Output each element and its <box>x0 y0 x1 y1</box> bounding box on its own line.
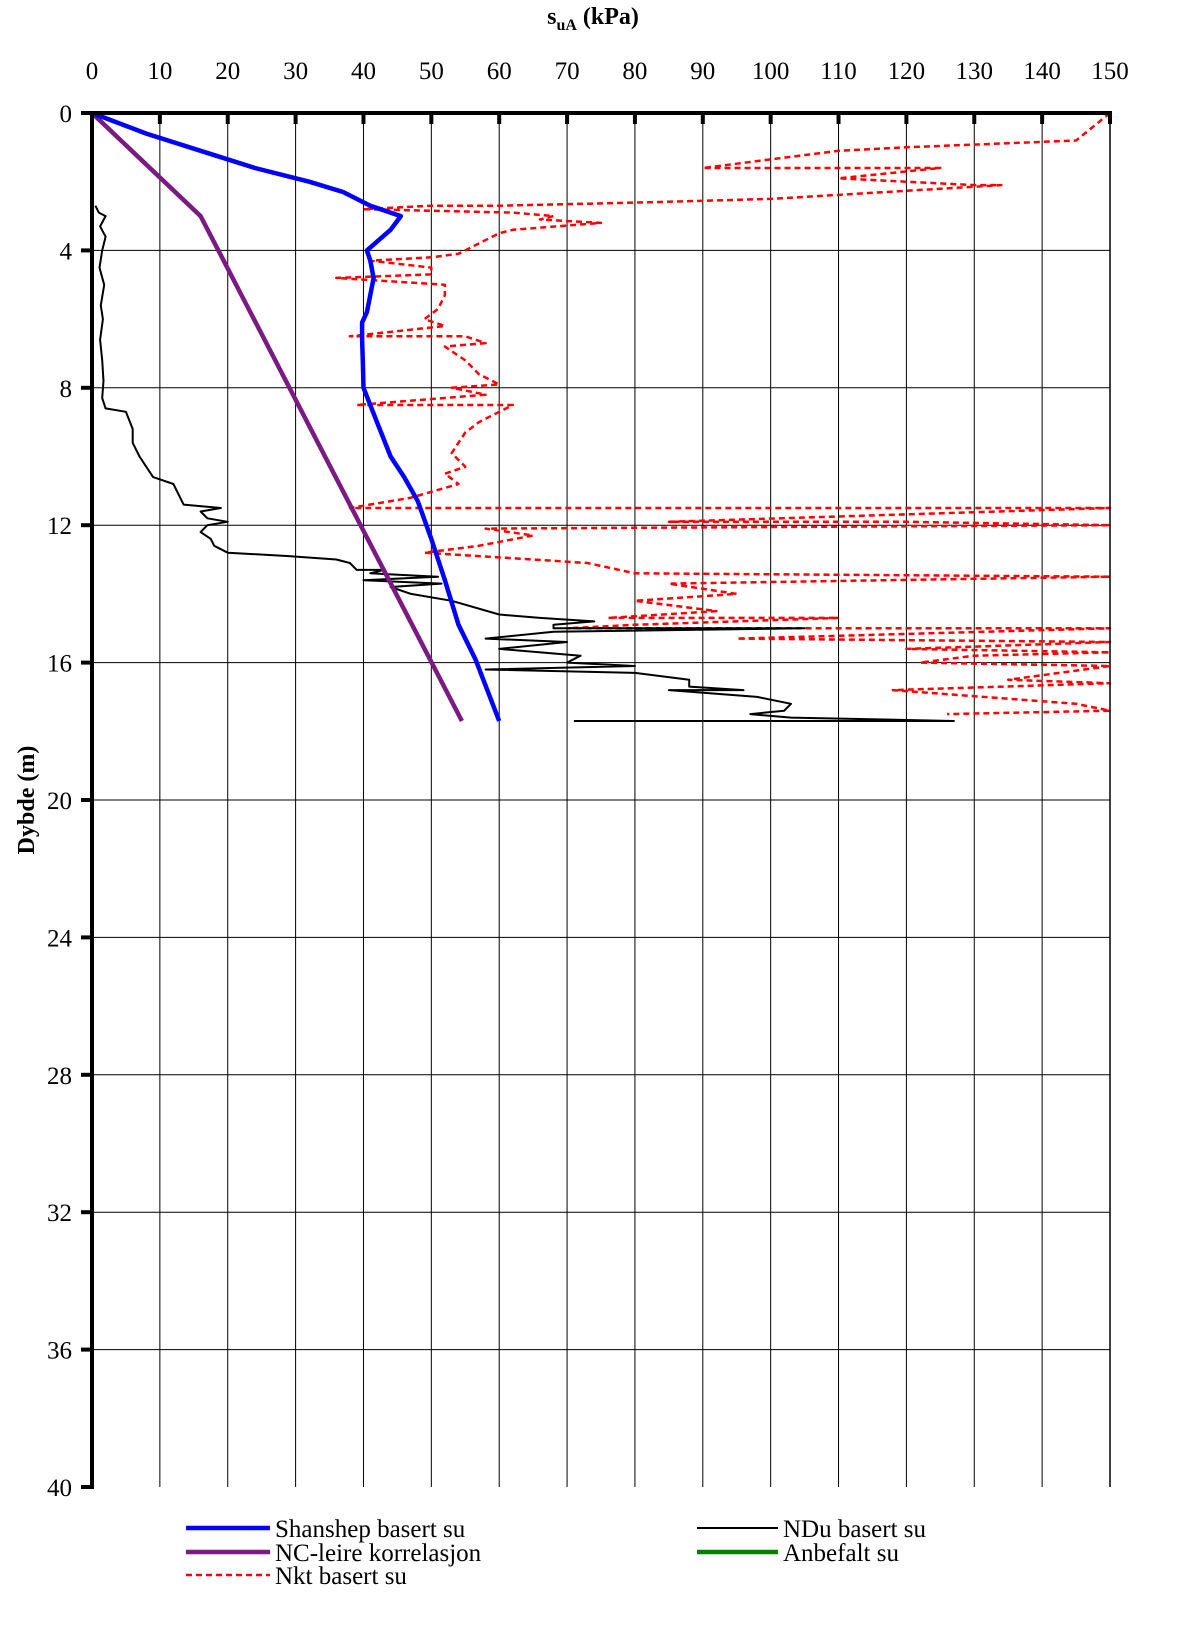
y-tick-label: 40 <box>47 1475 72 1502</box>
y-tick-label: 0 <box>60 101 73 128</box>
y-tick-label: 16 <box>47 651 72 678</box>
series-line-ndu-basert-su <box>94 205 955 722</box>
legend-label-ndu-basert-su: NDu basert su <box>783 1516 927 1543</box>
x-tick-label: 100 <box>752 58 790 85</box>
series-line-shanshep-basert-su <box>91 110 502 722</box>
grid-lines <box>92 113 1110 1487</box>
y-tick-label: 12 <box>47 513 72 540</box>
x-tick-label: 80 <box>622 58 647 85</box>
y-tick-label: 32 <box>47 1200 72 1227</box>
y-tick-label: 24 <box>47 925 73 952</box>
y-tick-labels: 0 4 8 12 16 20 24 28 32 36 40 <box>47 101 73 1502</box>
legend-label-anbefalt-su: Anbefalt su <box>783 1540 899 1567</box>
y-tick-label: 8 <box>60 376 73 403</box>
x-tick-label: 50 <box>419 58 444 85</box>
series-line-nc-leire-korrelasjon <box>90 111 464 723</box>
x-tick-label: 60 <box>487 58 512 85</box>
x-axis-title-unit: (kPa) <box>577 4 639 30</box>
x-tick-label: 10 <box>147 58 172 85</box>
x-tick-label: 0 <box>86 58 99 85</box>
x-axis-title: suA (kPa) <box>547 4 639 34</box>
y-tick-label: 36 <box>47 1338 72 1365</box>
x-tick-labels: 0 10 20 30 40 50 60 70 80 90 100 110 120 130 140 150 <box>86 58 1129 85</box>
y-axis-title: Dybde (m) <box>14 746 40 855</box>
x-tick-label: 70 <box>555 58 580 85</box>
series-layer <box>90 110 1112 723</box>
x-tick-label: 130 <box>956 58 994 85</box>
x-axis-title-main: s <box>547 4 556 30</box>
legend-label-nc-leire-korrelasjon: NC-leire korrelasjon <box>275 1540 482 1567</box>
x-tick-label: 30 <box>283 58 308 85</box>
legend-label-nkt-basert-su: Nkt basert su <box>275 1563 407 1590</box>
y-tick-label: 28 <box>47 1063 72 1090</box>
x-tick-label: 40 <box>351 58 376 85</box>
x-tick-label: 150 <box>1091 58 1129 85</box>
x-tick-label: 90 <box>690 58 715 85</box>
legend-label-shanshep-basert-su: Shanshep basert su <box>275 1516 466 1543</box>
y-tick-label: 20 <box>47 788 72 815</box>
x-tick-label: 20 <box>215 58 240 85</box>
axes <box>81 111 1112 1489</box>
x-tick-label: 110 <box>820 58 857 85</box>
series-line-nkt-basert-su <box>335 112 1112 716</box>
x-axis-title-sub: uA <box>556 17 577 34</box>
x-tick-label: 120 <box>888 58 926 85</box>
y-tick-label: 4 <box>60 238 73 265</box>
x-tick-label: 140 <box>1023 58 1061 85</box>
